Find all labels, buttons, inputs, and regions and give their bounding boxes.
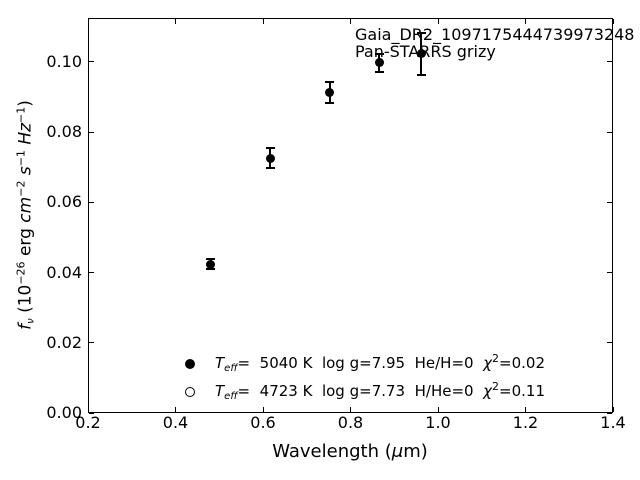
y-axis-tick: [89, 201, 94, 203]
data-point-marker: [265, 153, 275, 163]
y-axis-right-tick: [607, 131, 612, 133]
plot-area: [88, 18, 613, 413]
y-axis-label-text: Hz: [15, 122, 36, 151]
teff-subscript: eff: [224, 362, 238, 374]
y-axis-tick: [89, 412, 94, 414]
data-point-marker: [206, 259, 216, 269]
y-axis-tick-label: 0.06: [46, 192, 82, 212]
x-axis-tick: [350, 407, 351, 412]
x-axis-top-tick: [612, 19, 614, 24]
annotation-gaia-id: Gaia_DR2_1097175444739973248: [355, 25, 635, 44]
y-axis-label: fν (10−26 erg cm−2 s−1 Hz−1): [14, 100, 38, 330]
legend-entry-params: = 4723 K log g=7.73 H/He=0: [237, 381, 484, 400]
y-axis-right-tick: [607, 272, 612, 274]
chi-exponent: 2: [492, 351, 500, 365]
chi-symbol: χ: [483, 353, 493, 372]
exponent: −1: [14, 106, 28, 123]
exponent: −2: [14, 180, 28, 197]
error-bar-cap-top: [325, 81, 334, 84]
chi2-value: =0.02: [499, 353, 545, 372]
open-circle-icon: [185, 387, 195, 397]
flux-symbol: f: [15, 323, 36, 330]
error-bar-cap-bottom: [206, 268, 216, 271]
chi-symbol: χ: [483, 381, 493, 400]
legend-entry-model-2: Teff= 4723 K log g=7.73 H/He=0 χ2=0.11: [215, 379, 545, 402]
x-axis-tick: [87, 407, 89, 412]
legend-entry-params: = 5040 K log g=7.95 He/H=0: [237, 353, 484, 372]
y-axis-tick-label: 0.00: [46, 403, 82, 422]
y-axis-tick: [89, 342, 94, 344]
y-axis-tick: [89, 131, 94, 133]
chi2-value: =0.11: [499, 381, 545, 400]
y-axis-right-tick: [607, 61, 612, 63]
x-axis-label-unit: m): [403, 441, 428, 462]
mu-symbol: μ: [391, 441, 404, 462]
x-axis-tick-label: 1.4: [600, 413, 626, 432]
y-axis-tick: [89, 272, 94, 274]
exponent: −26: [14, 261, 28, 285]
x-axis-top-tick: [350, 19, 351, 24]
x-axis-top-tick: [262, 19, 264, 24]
x-axis-tick: [175, 407, 176, 412]
x-axis-tick-label: 0.4: [162, 413, 189, 432]
y-axis-label-text: (10: [15, 284, 36, 319]
y-axis-tick: [89, 61, 94, 63]
teff-symbol: T: [215, 381, 225, 400]
y-axis-tick-label: 0.02: [46, 332, 82, 352]
chi-exponent: 2: [492, 379, 500, 393]
y-axis-label-text: erg: [15, 222, 36, 262]
error-bar-cap-top: [265, 147, 275, 150]
y-axis-label-text: s: [15, 166, 36, 181]
y-axis-tick-label: 0.10: [46, 51, 82, 71]
x-axis-top-tick: [525, 19, 526, 24]
data-point-marker: [374, 58, 384, 68]
x-axis-label: Wavelength (μm): [272, 442, 428, 462]
y-axis-tick-label: 0.08: [46, 122, 82, 142]
x-axis-top-tick: [437, 19, 439, 24]
legend-entry-model-1: Teff= 5040 K log g=7.95 He/H=0 χ2=0.02: [215, 351, 545, 374]
nu-subscript: ν: [25, 318, 37, 324]
y-axis-label-text: cm: [15, 196, 36, 223]
error-bar-cap-bottom: [374, 71, 384, 74]
annotation-survey: Pan-STARRS grizy: [355, 42, 496, 61]
error-bar-cap-bottom: [265, 166, 275, 169]
data-point-marker: [416, 49, 426, 59]
y-axis-right-tick: [607, 412, 612, 414]
x-axis-label-text: Wavelength (: [272, 441, 392, 462]
x-axis-tick: [612, 407, 614, 412]
teff-symbol: T: [215, 353, 225, 372]
error-bar-cap-top: [374, 52, 384, 55]
y-axis-right-tick: [607, 201, 612, 203]
legend-row: Teff= 5040 K log g=7.95 He/H=0 χ2=0.02: [185, 351, 545, 374]
legend-row: Teff= 4723 K log g=7.73 H/He=0 χ2=0.11: [185, 379, 545, 402]
exponent: −1: [14, 150, 28, 167]
error-bar-cap-bottom: [325, 102, 334, 105]
error-bar-cap-bottom: [416, 73, 426, 76]
x-axis-tick: [437, 407, 439, 412]
y-axis-label-text: ): [15, 100, 36, 107]
x-axis-tick-label: 1.2: [512, 413, 539, 432]
x-axis-tick: [262, 407, 264, 412]
data-point-marker: [325, 88, 334, 98]
x-axis-tick-label: 1.0: [425, 413, 451, 432]
x-axis-tick: [525, 407, 526, 412]
y-axis-tick-label: 0.04: [46, 262, 82, 282]
y-axis-right-tick: [607, 342, 612, 344]
error-bar-cap-top: [416, 31, 426, 34]
x-axis-top-tick: [175, 19, 176, 24]
teff-subscript: eff: [224, 390, 238, 402]
x-axis-tick-label: 0.6: [250, 413, 276, 432]
filled-circle-icon: [185, 359, 195, 369]
x-axis-tick-label: 0.8: [337, 413, 364, 432]
x-axis-tick-label: 0.2: [75, 413, 101, 432]
error-bar-cap-top: [206, 257, 216, 260]
x-axis-top-tick: [87, 19, 89, 24]
